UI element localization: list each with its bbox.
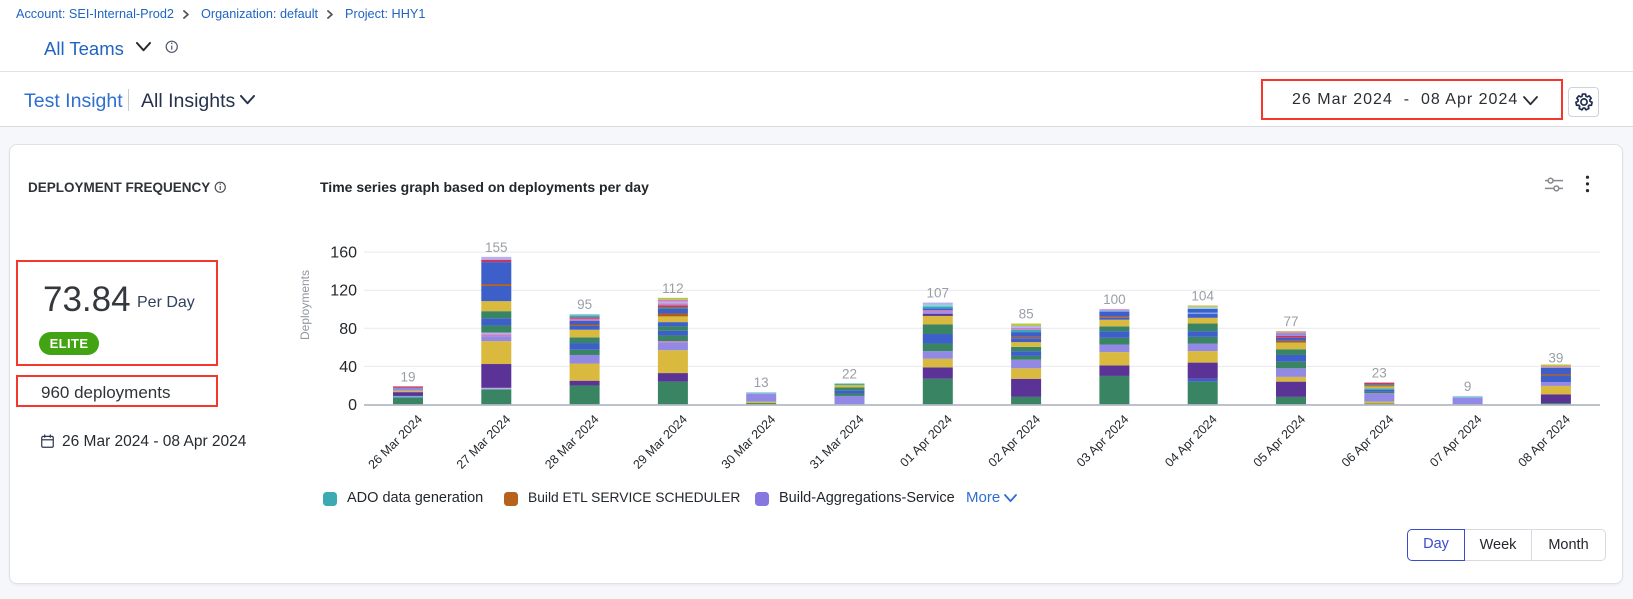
svg-text:100: 100 xyxy=(1103,292,1126,307)
svg-text:120: 120 xyxy=(330,283,357,300)
svg-text:13: 13 xyxy=(754,375,769,390)
svg-text:40: 40 xyxy=(339,359,357,376)
svg-text:06 Apr 2024: 06 Apr 2024 xyxy=(1339,412,1397,470)
svg-text:08 Apr 2024: 08 Apr 2024 xyxy=(1515,412,1573,470)
svg-text:22: 22 xyxy=(842,367,857,382)
svg-text:85: 85 xyxy=(1019,307,1034,322)
svg-text:39: 39 xyxy=(1548,350,1563,365)
svg-text:23: 23 xyxy=(1372,366,1387,381)
svg-text:Deployments: Deployments xyxy=(298,270,312,340)
svg-text:107: 107 xyxy=(927,286,950,301)
svg-text:160: 160 xyxy=(330,245,357,262)
svg-text:104: 104 xyxy=(1191,288,1214,303)
svg-text:04 Apr 2024: 04 Apr 2024 xyxy=(1162,412,1220,470)
svg-text:9: 9 xyxy=(1464,379,1472,394)
svg-text:28 Mar 2024: 28 Mar 2024 xyxy=(542,412,602,472)
svg-text:01 Apr 2024: 01 Apr 2024 xyxy=(897,412,955,470)
svg-text:19: 19 xyxy=(400,369,415,384)
svg-text:27 Mar 2024: 27 Mar 2024 xyxy=(454,412,514,472)
svg-text:30 Mar 2024: 30 Mar 2024 xyxy=(719,412,779,472)
svg-text:112: 112 xyxy=(662,281,684,296)
svg-text:05 Apr 2024: 05 Apr 2024 xyxy=(1251,412,1309,470)
svg-text:29 Mar 2024: 29 Mar 2024 xyxy=(630,412,690,472)
svg-text:95: 95 xyxy=(577,297,592,312)
svg-text:03 Apr 2024: 03 Apr 2024 xyxy=(1074,412,1132,470)
svg-text:0: 0 xyxy=(348,397,357,414)
svg-text:26 Mar 2024: 26 Mar 2024 xyxy=(366,412,426,472)
svg-text:02 Apr 2024: 02 Apr 2024 xyxy=(986,412,1044,470)
svg-text:155: 155 xyxy=(485,240,508,255)
svg-text:80: 80 xyxy=(339,321,357,338)
svg-text:31 Mar 2024: 31 Mar 2024 xyxy=(807,412,867,472)
svg-text:77: 77 xyxy=(1283,314,1298,329)
svg-text:07 Apr 2024: 07 Apr 2024 xyxy=(1427,412,1485,470)
